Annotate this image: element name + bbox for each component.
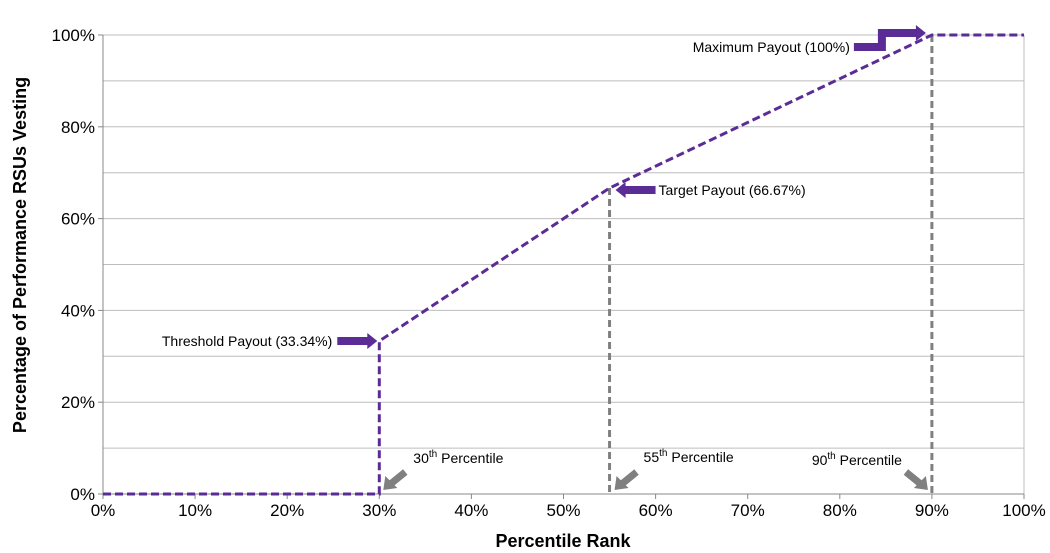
maximum-payout-label: Maximum Payout (100%) <box>693 39 850 55</box>
x-tick-label: 30% <box>362 501 396 520</box>
grid-lines <box>103 34 1025 494</box>
x-tick-label: 60% <box>639 501 673 520</box>
threshold-payout-label: Threshold Payout (33.34%) <box>162 333 332 349</box>
maximum-payout-arrow <box>853 25 926 51</box>
threshold-payout-arrow <box>337 332 378 349</box>
y-tick-label: 80% <box>61 118 95 137</box>
percentile-30-arrow-head <box>383 476 398 490</box>
target-payout-arrow <box>615 181 656 198</box>
x-tick-label: 10% <box>178 501 212 520</box>
target-payout-label: Target Payout (66.67%) <box>659 182 806 198</box>
percentile-55-label: 55th Percentile <box>644 448 734 465</box>
x-tick-label: 20% <box>270 501 304 520</box>
percentile-90-label: 90th Percentile <box>812 451 902 468</box>
y-tick-label: 60% <box>61 210 95 229</box>
annotations: Threshold Payout (33.34%) Target Payout (… <box>162 25 928 490</box>
percentile-30-label: 30th Percentile <box>413 449 503 466</box>
reference-lines <box>608 35 934 494</box>
x-tick-label: 100% <box>1002 501 1045 520</box>
percentile-90-arrow-head <box>913 476 928 490</box>
x-tick-label: 50% <box>546 501 580 520</box>
x-axis-title: Percentile Rank <box>495 531 631 551</box>
series-layer <box>103 33 1024 496</box>
x-tick-label: 0% <box>91 501 116 520</box>
y-tick-label: 20% <box>61 393 95 412</box>
x-tick-label: 80% <box>823 501 857 520</box>
axes <box>98 34 1025 499</box>
x-tick-label: 90% <box>915 501 949 520</box>
x-tick-label: 40% <box>454 501 488 520</box>
x-tick-label: 70% <box>731 501 765 520</box>
y-axis-title: Percentage of Performance RSUs Vesting <box>10 77 30 433</box>
percentile-55-arrow-head <box>614 476 629 490</box>
y-tick-label: 0% <box>70 485 95 504</box>
y-tick-label: 40% <box>61 301 95 320</box>
y-tick-label: 100% <box>52 26 95 45</box>
series-line <box>103 33 1024 496</box>
tick-labels: 0% 10% 20% 30% 40% 50% 60% 70% 80% 90% 100% 0% 20% 40… <box>52 26 1046 520</box>
